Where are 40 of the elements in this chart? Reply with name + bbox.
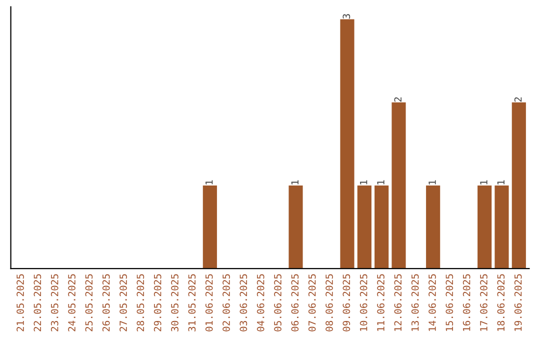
- data-label: 3: [342, 14, 350, 19]
- data-label: 2: [514, 97, 522, 102]
- x-tick-label: 15.06.2025: [446, 274, 454, 331]
- x-tick-label: 03.06.2025: [240, 274, 248, 332]
- x-tick-label: 10.06.2025: [360, 274, 368, 331]
- x-tick-label: 28.05.2025: [136, 274, 144, 332]
- x-tick-label: 27.05.2025: [120, 274, 127, 332]
- x-tick-label: 12.06.2025: [394, 274, 402, 331]
- x-tick-label: 01.06.2025: [205, 274, 213, 332]
- x-tick-label: 07.06.2025: [308, 274, 316, 332]
- x-tick-label: 25.05.2025: [85, 274, 93, 332]
- x-tick-label: 04.06.2025: [256, 274, 264, 332]
- x-tick-label: 14.06.2025: [428, 274, 436, 331]
- x-tick-label: 09.06.2025: [342, 274, 350, 332]
- data-label: 1: [377, 180, 384, 184]
- x-tick-label: 18.06.2025: [497, 274, 505, 331]
- data-label: 1: [428, 180, 436, 184]
- data-label: 1: [206, 180, 213, 184]
- x-tick-label: 23.05.2025: [50, 274, 58, 332]
- x-tick-label: 06.06.2025: [291, 274, 299, 332]
- x-tick-label: 26.05.2025: [102, 274, 110, 332]
- x-tick-label: 31.05.2025: [188, 274, 196, 332]
- x-tick-label: 29.05.2025: [154, 274, 162, 332]
- x-tick-label: 11.06.2025: [377, 274, 384, 331]
- x-tick-label: 02.06.2025: [222, 274, 230, 332]
- x-tick-label: 05.06.2025: [274, 274, 282, 332]
- x-tick-label: 13.06.2025: [411, 274, 419, 331]
- data-label: 1: [291, 180, 298, 184]
- x-tick-label: 16.06.2025: [462, 274, 470, 331]
- data-label: 2: [394, 97, 402, 102]
- x-tick-label: 17.06.2025: [480, 274, 488, 331]
- x-tick-label: 22.05.2025: [34, 274, 42, 332]
- x-tick-label: 30.05.2025: [171, 274, 178, 332]
- x-tick-label: 19.06.2025: [514, 274, 522, 331]
- data-label: 1: [497, 180, 504, 184]
- data-label: 1: [480, 180, 488, 184]
- data-label: 1: [360, 180, 368, 184]
- x-tick-label: 24.05.2025: [68, 274, 76, 332]
- x-tick-label: 21.05.2025: [16, 274, 24, 332]
- x-tick-label: 08.06.2025: [326, 274, 333, 332]
